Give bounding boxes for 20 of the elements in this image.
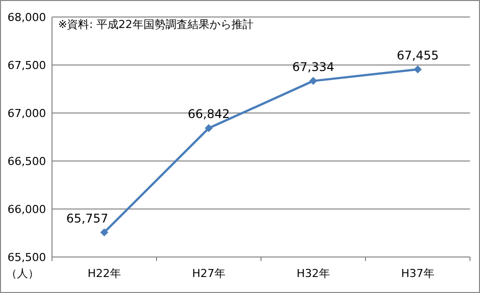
x-tick-label: H37年 — [401, 267, 434, 280]
data-label: 67,334 — [292, 60, 334, 74]
annotation: ※資料: 平成22年国勢調査結果から推計 — [58, 18, 254, 31]
point — [100, 228, 108, 236]
y-tick-label: 66,000 — [8, 203, 46, 216]
x-tick-label: H32年 — [296, 267, 330, 280]
point — [414, 65, 422, 74]
y-tick-label: 68,000 — [8, 11, 46, 24]
y-tick-label: 67,000 — [8, 107, 46, 120]
x-tick-label: H22年 — [88, 267, 121, 280]
y-axis-title: （人） — [6, 267, 39, 280]
data-label: 65,757 — [66, 211, 108, 226]
point — [204, 124, 213, 132]
y-tick-label: 67,500 — [8, 59, 46, 72]
y-tick-label: 66,500 — [8, 155, 46, 168]
data-label: 66,842 — [188, 107, 230, 122]
point — [309, 76, 318, 85]
x-tick-label: H27年 — [192, 267, 226, 280]
y-tick-label: 65,500 — [8, 251, 46, 264]
data-label: 67,455 — [396, 48, 439, 62]
